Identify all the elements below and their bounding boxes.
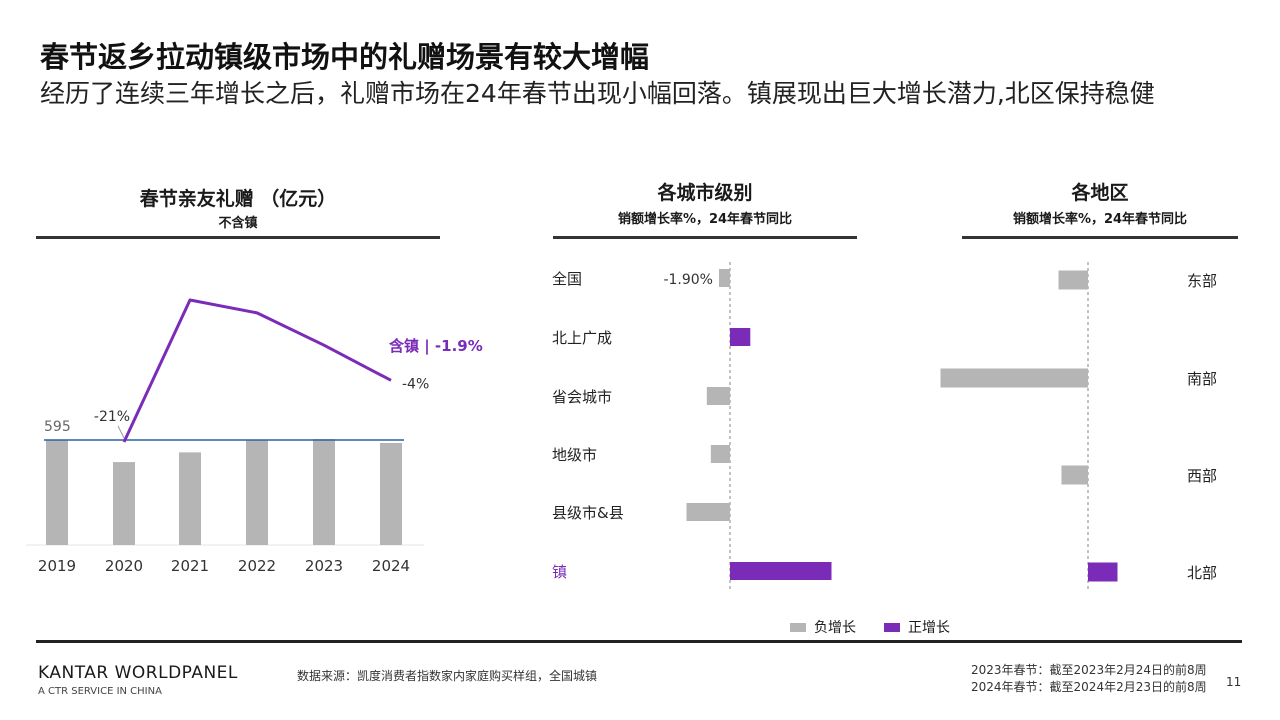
region-bar-南部 <box>940 368 1088 388</box>
trend-growth-line <box>122 298 392 443</box>
legend-negative-label: 负增长 <box>814 620 856 636</box>
trend-tick-2021: 2021 <box>171 557 209 575</box>
trend-bar-2024 <box>380 443 402 545</box>
trend-bar-2021 <box>179 452 201 545</box>
trend-tick-2020: 2020 <box>105 557 143 575</box>
legend-positive: 正增长 <box>884 617 950 637</box>
trend-bar-2023 <box>313 439 335 545</box>
city-tier-title: 各城市级别 <box>657 182 753 204</box>
city-bar-地级市 <box>710 445 730 463</box>
city-bar-省会城市 <box>706 387 730 405</box>
page-number: 11 <box>1226 675 1242 689</box>
city-tier-divider <box>553 236 857 239</box>
trend-tick-2024: 2024 <box>372 557 410 575</box>
trend-reference-label: 595 <box>44 419 71 435</box>
trend-chart-divider <box>36 236 440 239</box>
page-title: 春节返乡拉动镇级市场中的礼赠场景有较大增幅 <box>40 40 650 74</box>
region-label-东部: 东部 <box>1187 272 1217 290</box>
region-bar-西部 <box>1061 465 1088 485</box>
trend-series-label: 含镇 | -1.9% <box>389 337 483 356</box>
trend-tick-2022: 2022 <box>238 557 276 575</box>
city-tier-subtitle: 销额增长率%，24年春节同比 <box>617 212 793 227</box>
legend-positive-swatch <box>884 622 900 632</box>
city-label-北上广成: 北上广成 <box>552 329 612 347</box>
region-label-南部: 南部 <box>1187 370 1217 388</box>
note-2023: 2023年春节：截至2023年2月24日的前8周 <box>971 663 1207 677</box>
trend-chart-subtitle: 不含镇 <box>218 216 258 231</box>
trend-bar-2022 <box>246 440 268 545</box>
trend-tick-2023: 2023 <box>305 557 343 575</box>
brand-tagline: A CTR SERVICE IN CHINA <box>38 686 162 697</box>
region-label-西部: 西部 <box>1187 467 1217 485</box>
trend-last-point-label: -4% <box>402 376 429 392</box>
city-bar-北上广成 <box>730 328 751 346</box>
trend-tick-2019: 2019 <box>38 557 76 575</box>
city-bar-县级市&县 <box>686 503 730 521</box>
note-2024: 2024年春节：截至2024年2月23日的前8周 <box>971 680 1207 694</box>
region-bar-北部 <box>1088 562 1118 582</box>
trend-bar-2019 <box>46 440 68 545</box>
region-title: 各地区 <box>1071 182 1129 204</box>
trend-chart-title: 春节亲友礼赠 （亿元） <box>139 188 337 210</box>
region-bar-东部 <box>1058 270 1088 290</box>
trend-first-leader <box>117 425 125 439</box>
legend-negative-swatch <box>790 622 806 632</box>
trend-bar-2020 <box>113 462 135 545</box>
city-bar-镇 <box>730 562 832 580</box>
city-label-省会城市: 省会城市 <box>552 388 612 406</box>
brand-logo: KANTAR WORLDPANEL <box>38 663 238 683</box>
charts-canvas: 2019 2020 2021 2022 2023 2024 595 -21% -4% 含镇 | -… <box>26 262 1217 592</box>
city-bar-全国 <box>718 269 730 287</box>
region-subtitle: 销额增长率%，24年春节同比 <box>1012 212 1188 227</box>
city-data-label-全国: -1.90% <box>663 272 713 288</box>
city-label-全国: 全国 <box>552 270 582 288</box>
footer-divider <box>36 640 1242 643</box>
legend-positive-label: 正增长 <box>908 620 950 636</box>
region-divider <box>962 236 1238 239</box>
city-label-地级市: 地级市 <box>552 446 597 464</box>
page-subtitle: 经历了连续三年增长之后，礼赠市场在24年春节出现小幅回落。镇展现出巨大增长潜力,… <box>40 79 1155 108</box>
trend-first-point-label: -21% <box>94 409 130 425</box>
data-source: 数据来源：凯度消费者指数家内家庭购买样组，全国城镇 <box>297 669 598 683</box>
city-label-镇: 镇 <box>552 563 567 581</box>
legend-negative: 负增长 <box>790 617 856 637</box>
region-label-北部: 北部 <box>1187 564 1217 582</box>
city-label-县级市&县: 县级市&县 <box>552 504 624 522</box>
